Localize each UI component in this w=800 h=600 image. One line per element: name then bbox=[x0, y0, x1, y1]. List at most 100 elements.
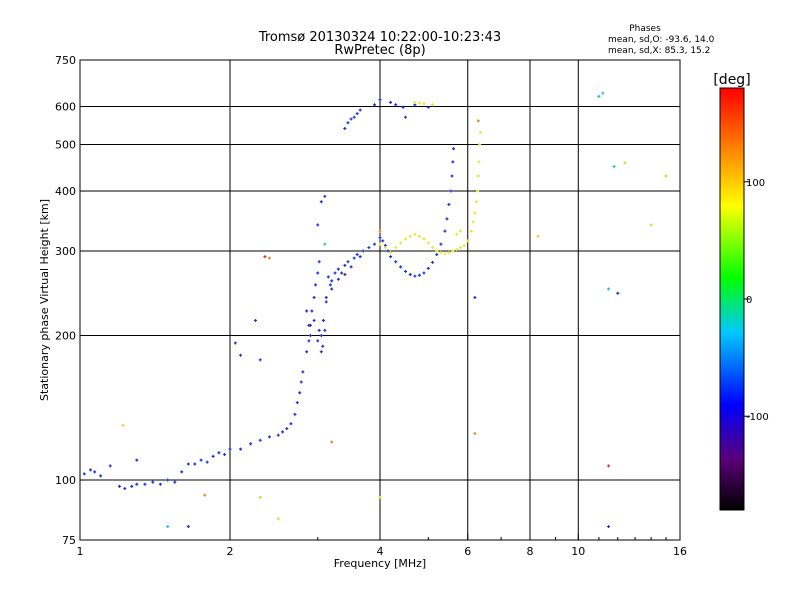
data-point bbox=[316, 223, 320, 227]
data-point bbox=[607, 287, 611, 291]
data-point bbox=[478, 143, 482, 147]
colorbar-tick-label: 100 bbox=[746, 178, 765, 189]
data-point bbox=[601, 91, 605, 95]
data-point bbox=[389, 255, 393, 259]
data-point bbox=[355, 112, 359, 116]
x-tick-label: 1 bbox=[77, 545, 84, 558]
data-point bbox=[228, 447, 232, 451]
grid-lines bbox=[80, 60, 680, 540]
data-point bbox=[403, 269, 407, 273]
data-point bbox=[199, 458, 203, 462]
data-point bbox=[383, 246, 387, 250]
y-tick-label: 600 bbox=[55, 101, 76, 114]
data-point bbox=[399, 241, 403, 245]
data-point bbox=[378, 98, 382, 102]
data-point bbox=[451, 249, 455, 253]
data-point bbox=[299, 380, 303, 384]
data-point bbox=[186, 462, 190, 466]
data-point bbox=[394, 260, 398, 264]
data-point bbox=[336, 267, 340, 271]
data-point bbox=[378, 495, 382, 499]
data-point bbox=[649, 223, 653, 227]
data-point bbox=[193, 462, 197, 466]
data-point bbox=[431, 246, 435, 250]
y-tick-label: 100 bbox=[55, 474, 76, 487]
colorbar-tick-label: 0 bbox=[746, 295, 752, 306]
data-point bbox=[417, 273, 421, 277]
data-point bbox=[130, 484, 134, 488]
data-point bbox=[336, 277, 340, 281]
x-tick-label: 6 bbox=[464, 545, 471, 558]
data-point bbox=[307, 323, 311, 327]
data-point bbox=[476, 174, 480, 178]
data-point bbox=[343, 126, 347, 130]
data-point bbox=[449, 189, 453, 193]
data-point bbox=[317, 260, 321, 264]
data-point bbox=[293, 412, 297, 416]
data-point bbox=[319, 200, 323, 204]
data-point bbox=[330, 287, 334, 291]
y-axis-label: Stationary phase Virtual Height [km] bbox=[38, 199, 51, 401]
data-point bbox=[455, 248, 459, 252]
data-point bbox=[99, 474, 103, 478]
data-point bbox=[158, 482, 162, 486]
data-point bbox=[323, 194, 327, 198]
data-point bbox=[312, 296, 316, 300]
data-point bbox=[426, 105, 430, 109]
data-point bbox=[426, 241, 430, 245]
data-point bbox=[597, 94, 601, 98]
data-point bbox=[121, 423, 125, 427]
x-tick-label: 2 bbox=[227, 545, 234, 558]
data-point bbox=[439, 242, 443, 246]
data-point bbox=[443, 229, 447, 233]
colorbar bbox=[719, 87, 745, 511]
data-point bbox=[249, 442, 253, 446]
data-point bbox=[233, 341, 237, 345]
data-point bbox=[349, 117, 353, 121]
data-point bbox=[352, 256, 356, 260]
chart-subtitle: RwPretec (8p) bbox=[334, 43, 425, 58]
colorbar-label: [deg] bbox=[713, 72, 750, 88]
data-point bbox=[135, 458, 139, 462]
data-point bbox=[389, 100, 393, 104]
data-point bbox=[462, 244, 466, 248]
axis-ticks: 1 2 4 6 8 10 16 75 100 200 300 400 500 600 750 bbox=[55, 54, 687, 558]
data-point bbox=[378, 242, 382, 246]
data-point bbox=[217, 451, 221, 455]
data-point bbox=[281, 430, 285, 434]
data-point bbox=[435, 253, 439, 257]
data-point bbox=[431, 260, 435, 264]
data-point bbox=[239, 353, 243, 357]
data-point bbox=[258, 438, 262, 442]
data-point bbox=[413, 232, 417, 236]
data-point bbox=[607, 464, 611, 468]
data-point bbox=[321, 344, 325, 348]
x-tick-label: 8 bbox=[527, 545, 534, 558]
data-point bbox=[211, 454, 215, 458]
data-point bbox=[471, 220, 475, 224]
data-point bbox=[413, 274, 417, 278]
y-tick-label: 750 bbox=[55, 54, 76, 67]
y-tick-label: 400 bbox=[55, 185, 76, 198]
data-point bbox=[89, 468, 93, 472]
data-point bbox=[285, 427, 289, 431]
data-point bbox=[451, 160, 455, 164]
data-point bbox=[307, 339, 311, 343]
data-point bbox=[316, 271, 320, 275]
data-point bbox=[623, 161, 627, 165]
y-tick-label: 300 bbox=[55, 245, 76, 258]
data-point bbox=[447, 202, 451, 206]
data-point bbox=[469, 229, 473, 233]
data-point bbox=[367, 246, 371, 250]
data-point bbox=[361, 249, 365, 253]
data-point bbox=[333, 271, 337, 275]
data-point bbox=[422, 271, 426, 275]
data-point bbox=[413, 100, 417, 104]
data-point bbox=[346, 121, 350, 125]
data-point bbox=[319, 334, 323, 338]
data-point bbox=[476, 119, 480, 123]
data-point bbox=[445, 217, 449, 221]
data-point bbox=[180, 470, 184, 474]
data-point bbox=[223, 453, 227, 457]
data-point bbox=[417, 101, 421, 105]
